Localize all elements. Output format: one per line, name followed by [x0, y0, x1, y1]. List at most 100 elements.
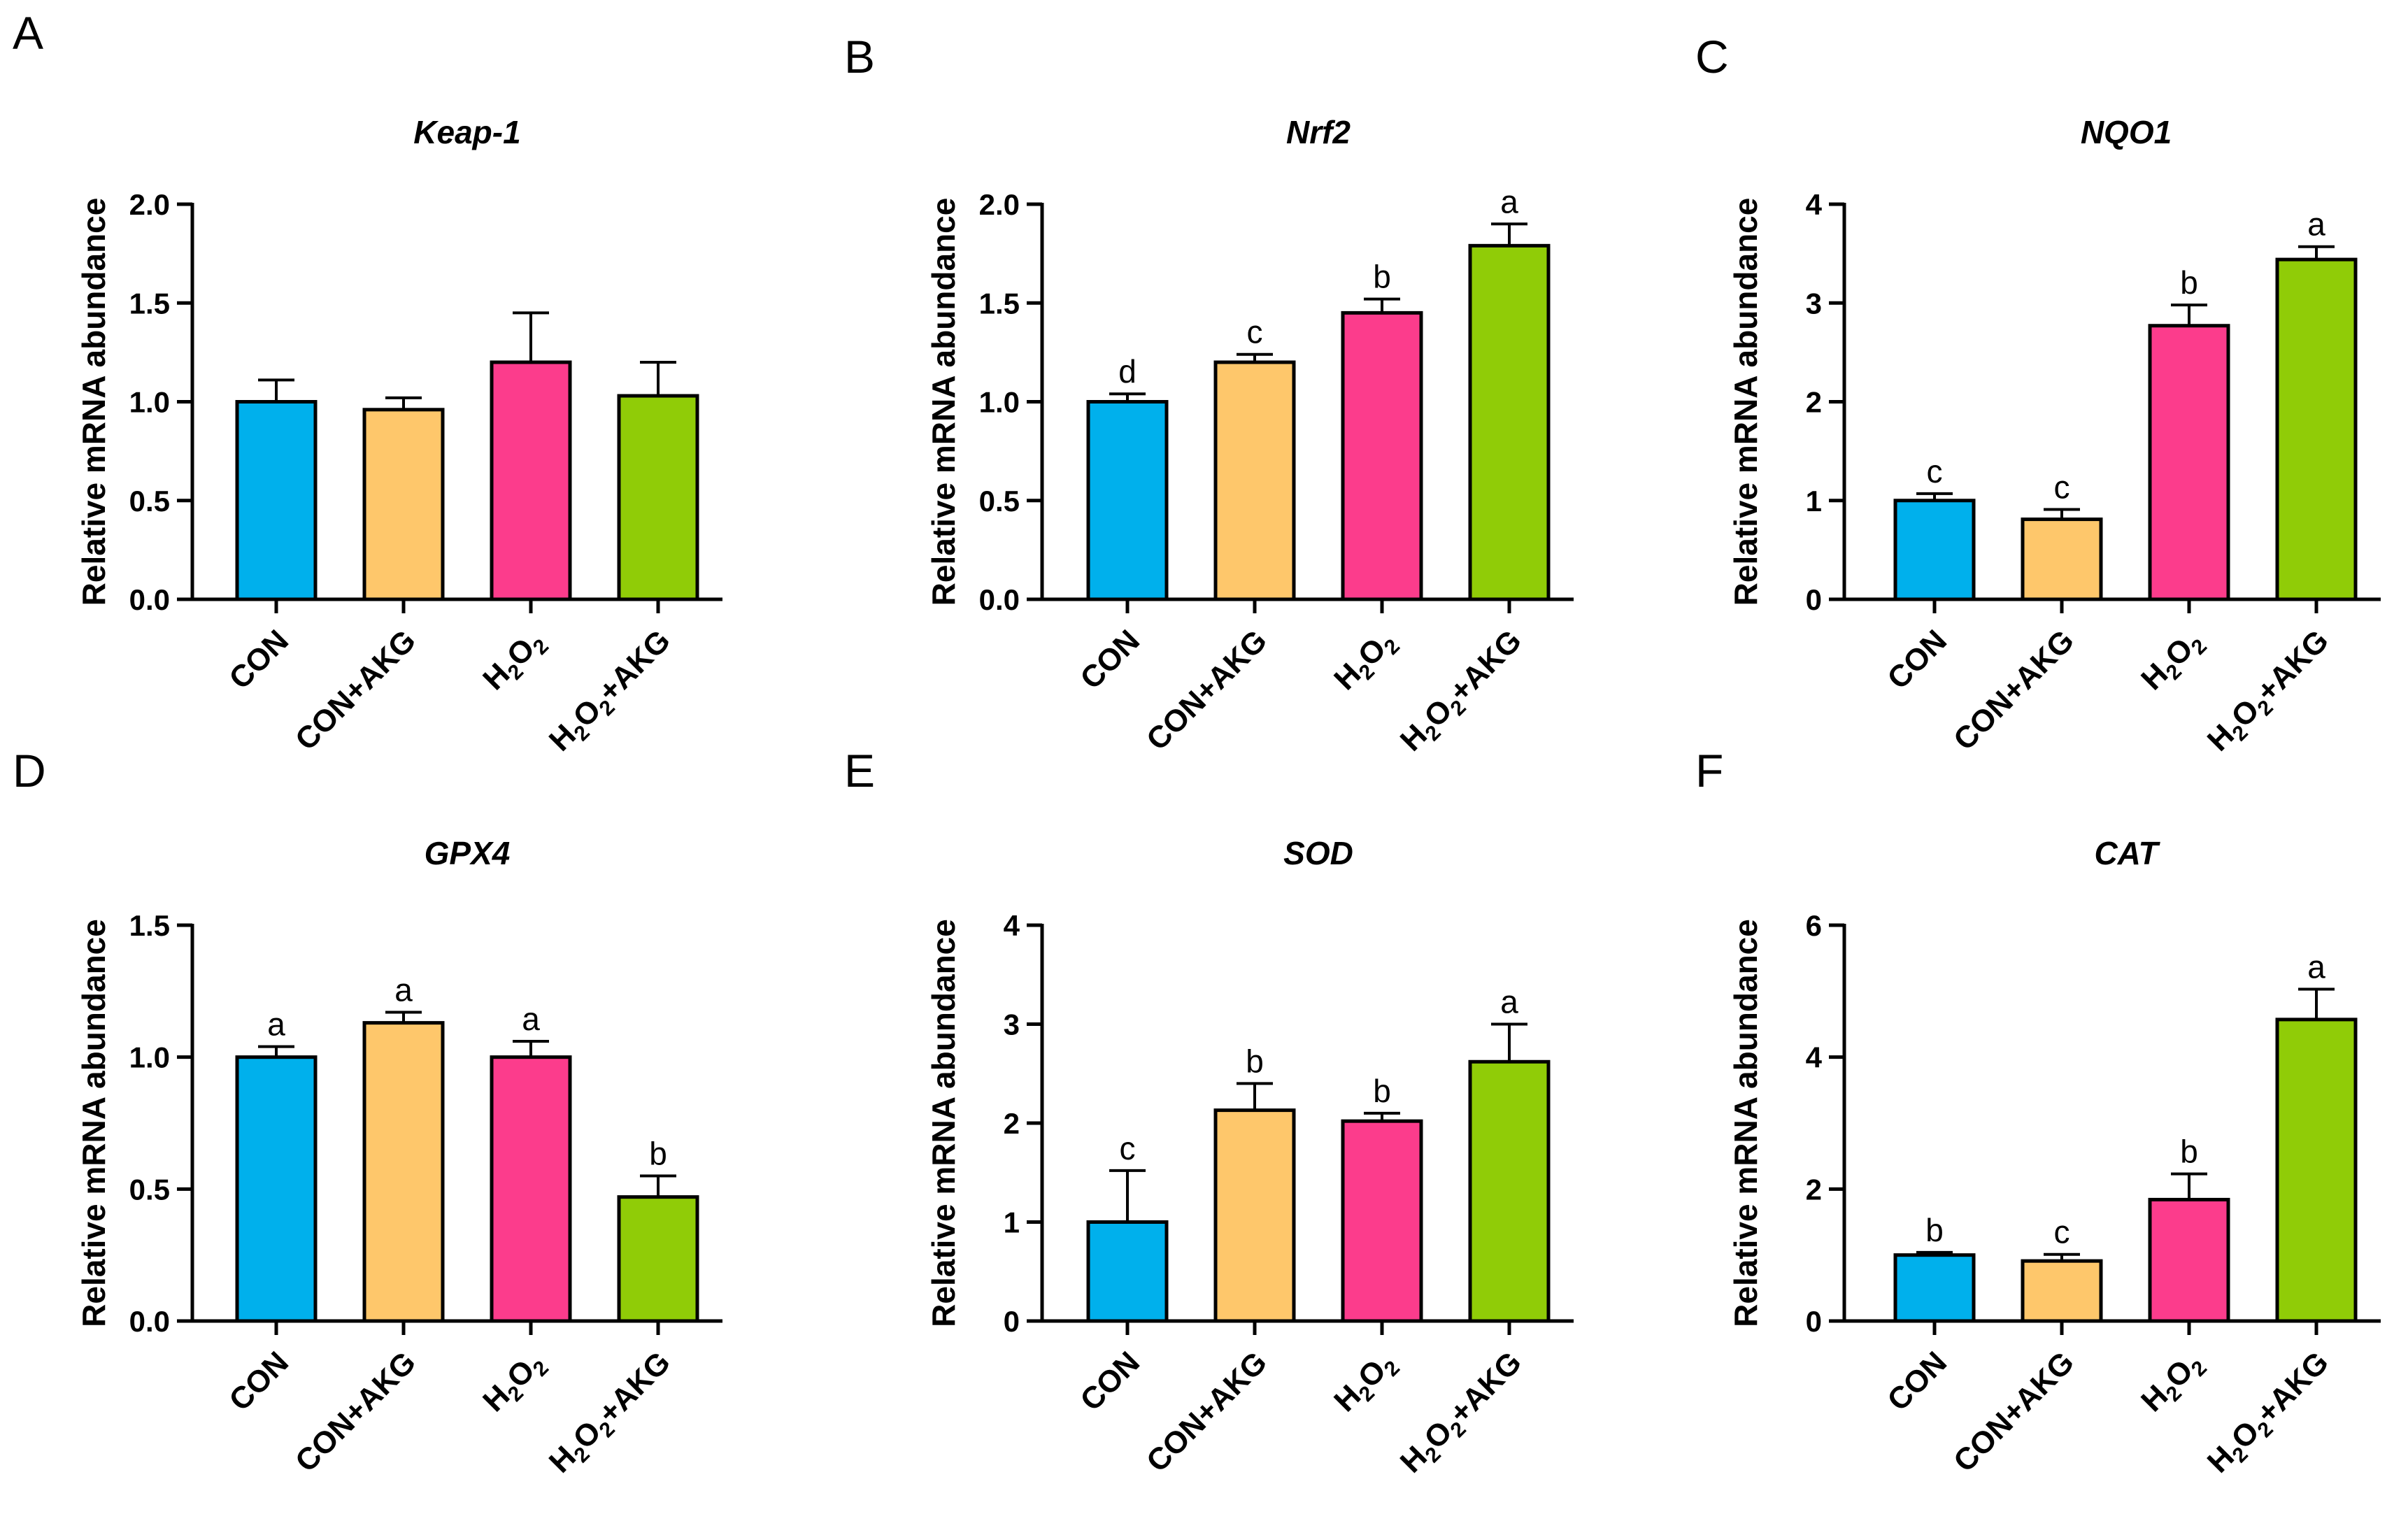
significance-label: a: [267, 1006, 285, 1043]
category-label: CON+AKG: [289, 1345, 422, 1478]
significance-label: a: [394, 972, 413, 1008]
bar-con: [235, 1055, 318, 1323]
bar-h2o2: [1341, 310, 1423, 601]
panel-letter: B: [844, 31, 875, 83]
category-label: CON: [1074, 623, 1146, 696]
bar-h2o2: [2148, 1197, 2230, 1323]
chart-title: CAT: [2094, 835, 2160, 871]
category-label: H2​O2​+AKG: [2201, 1345, 2339, 1483]
panel-letter: F: [1695, 745, 1723, 797]
bar-con-plus-akg: [1213, 1108, 1296, 1323]
y-axis-label: Relative mRNA abundance: [1727, 919, 1764, 1327]
category-label: CON: [222, 623, 295, 696]
category-label: CON+AKG: [289, 623, 422, 757]
category-label: H2​O2​+AKG: [1394, 1345, 1532, 1483]
category-label: H2​O2​: [1327, 623, 1404, 700]
category-label: H2​O2​: [476, 623, 553, 700]
category-label: CON: [1881, 623, 1953, 696]
category-label: H2​O2​+AKG: [543, 1345, 681, 1483]
y-tick-label: 0: [1004, 1305, 1020, 1338]
y-tick-label: 1.0: [129, 1041, 170, 1074]
bar-con-plus-akg: [1213, 360, 1296, 601]
y-tick-label: 0.5: [979, 485, 1020, 517]
category-label: H2​O2​: [2135, 623, 2211, 700]
y-tick-label: 0: [1806, 583, 1822, 616]
bar-con: [1893, 499, 1976, 601]
y-tick-label: 1.5: [129, 909, 170, 942]
y-axis-label: Relative mRNA abundance: [1727, 198, 1764, 606]
panel-letter: A: [13, 7, 43, 59]
y-tick-label: 0: [1806, 1305, 1822, 1338]
bar-h2o2: [1341, 1119, 1423, 1323]
significance-label: c: [1247, 314, 1263, 350]
y-tick-label: 0.0: [129, 1305, 170, 1338]
panel-a: A Keap-1 Relative mRNA abundance CONCON+AKG…: [13, 7, 722, 761]
significance-label: a: [2307, 949, 2325, 985]
panel-f: F CAT Relative mRNA abundance b CON c CON+AKG b…: [1695, 745, 2381, 1483]
y-tick-label: 4: [1806, 188, 1823, 221]
category-label: H2​O2​+AKG: [543, 623, 681, 761]
y-tick-label: 0.5: [129, 1173, 170, 1206]
y-tick-label: 2: [1004, 1107, 1020, 1140]
significance-label: b: [2180, 264, 2198, 301]
significance-label: c: [2054, 469, 2070, 505]
y-tick-label: 0.5: [129, 485, 170, 517]
y-tick-label: 2: [1806, 1173, 1822, 1206]
panel-letter: D: [13, 745, 46, 797]
chart-title: GPX4: [425, 835, 511, 871]
bar-h2o2-plus-akg: [617, 1195, 699, 1323]
category-label: CON+AKG: [1947, 1345, 2081, 1478]
bar-h2o2: [490, 1055, 572, 1323]
category-label: CON: [1881, 1345, 1953, 1418]
significance-label: b: [2180, 1134, 2198, 1170]
y-tick-label: 1.5: [979, 287, 1020, 320]
panel-c: C NQO1 Relative mRNA abundance c CON c CON+AKG…: [1695, 31, 2381, 761]
y-tick-label: 3: [1806, 287, 1822, 320]
significance-label: c: [1927, 453, 1943, 490]
bar-h2o2: [2148, 324, 2230, 601]
y-axis-label: Relative mRNA abundance: [925, 919, 962, 1327]
bar-con-plus-akg: [362, 408, 445, 601]
y-tick-label: 6: [1806, 909, 1822, 942]
chart-title: SOD: [1283, 835, 1353, 871]
y-tick-label: 4: [1004, 909, 1020, 942]
chart-title: Nrf2: [1286, 114, 1351, 150]
bar-con-plus-akg: [362, 1021, 445, 1323]
bar-con: [1893, 1253, 1976, 1323]
bar-con: [1086, 1220, 1169, 1323]
chart-title: Keap-1: [413, 114, 520, 150]
category-label: H2​O2​+AKG: [2201, 623, 2339, 761]
bar-h2o2-plus-akg: [2275, 257, 2358, 601]
y-tick-label: 4: [1806, 1041, 1823, 1074]
significance-label: c: [1120, 1130, 1136, 1166]
bar-h2o2-plus-akg: [2275, 1018, 2358, 1323]
y-tick-label: 1: [1004, 1206, 1020, 1239]
bar-con: [1086, 400, 1169, 601]
panel-letter: C: [1695, 31, 1729, 83]
significance-label: b: [1373, 1073, 1391, 1109]
bar-h2o2-plus-akg: [617, 394, 699, 601]
y-tick-label: 3: [1004, 1008, 1020, 1041]
y-tick-label: 0.0: [129, 583, 170, 616]
bar-con-plus-akg: [2021, 517, 2103, 601]
bar-h2o2: [490, 360, 572, 601]
y-tick-label: 1: [1806, 485, 1822, 517]
category-label: CON+AKG: [1140, 1345, 1274, 1478]
bar-con-plus-akg: [2021, 1259, 2103, 1323]
category-label: H2​O2​: [2135, 1345, 2211, 1422]
y-tick-label: 1.5: [129, 287, 170, 320]
significance-label: a: [1500, 183, 1518, 220]
significance-label: b: [1373, 259, 1391, 295]
bar-con: [235, 400, 318, 601]
panel-d: D GPX4 Relative mRNA abundance a CON a CON+AKG…: [13, 745, 722, 1483]
y-tick-label: 2.0: [979, 188, 1020, 221]
y-axis-label: Relative mRNA abundance: [76, 919, 112, 1327]
category-label: CON: [1074, 1345, 1146, 1418]
bar-h2o2-plus-akg: [1468, 243, 1551, 601]
significance-label: b: [1925, 1212, 1944, 1248]
category-label: CON+AKG: [1947, 623, 2081, 757]
panel-letter: E: [844, 745, 875, 797]
y-tick-label: 2.0: [129, 188, 170, 221]
y-tick-label: 2: [1806, 386, 1822, 419]
